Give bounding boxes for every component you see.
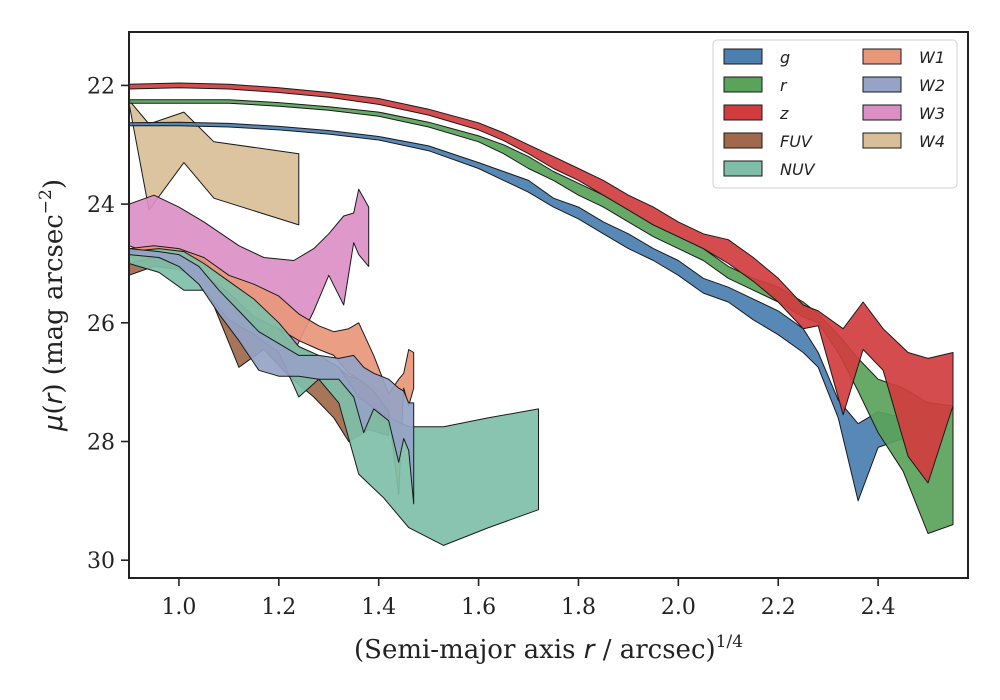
x-tick-label: 1.4 (361, 595, 396, 620)
x-axis-label: (Semi-major axis r / arcsec)1/4 (354, 632, 743, 665)
legend-swatch-W3 (862, 104, 902, 121)
series-bands (129, 82, 954, 546)
legend-swatch-W2 (862, 76, 902, 93)
legend-label-W3: W3 (919, 104, 945, 123)
x-tick-label: 1.8 (561, 595, 596, 620)
x-tick-label: 1.0 (161, 595, 196, 620)
plot-frame (128, 31, 969, 579)
legend: grz FUV NUV W1 W2 W3 W4 (712, 39, 958, 189)
band-W4 (129, 99, 300, 226)
x-tick-label: 2.2 (761, 595, 796, 620)
legend-swatch-r (723, 76, 763, 93)
legend-label-W2: W2 (919, 76, 945, 95)
legend-label-g: g (780, 48, 790, 67)
band-NUV (129, 248, 539, 546)
y-axis-label: μ(r) (mag arcsec−2) (36, 179, 69, 432)
legend-swatch-FUV (723, 132, 763, 149)
band-r (129, 99, 954, 534)
x-tick-label: 2.4 (861, 595, 896, 620)
x-tick-label: 1.6 (461, 595, 496, 620)
y-tick-label: 28 (87, 431, 115, 456)
legend-label-NUV: NUV (780, 160, 816, 179)
axes: 1.0 1.2 1.4 1.6 1.8 2.0 2.2 2.4 22 24 26 28 30 (87, 31, 969, 620)
x-tick-label: 1.2 (261, 595, 296, 620)
legend-swatch-z (723, 104, 763, 121)
band-z (129, 82, 954, 484)
legend-swatch-g (723, 48, 763, 65)
band-W2 (129, 248, 415, 505)
legend-label-FUV: FUV (780, 132, 813, 151)
legend-label-W4: W4 (919, 132, 945, 151)
legend-swatch-W1 (862, 48, 902, 65)
legend-label-r: r (780, 76, 788, 95)
legend-swatch-NUV (723, 160, 763, 177)
legend-swatch-W4 (862, 132, 902, 149)
y-tick-label: 30 (87, 549, 115, 574)
y-tick-label: 22 (87, 74, 115, 99)
y-tick-label: 26 (87, 312, 115, 337)
y-tick-label: 24 (87, 193, 115, 218)
x-tick-label: 2.0 (661, 595, 696, 620)
legend-label-z: z (779, 104, 789, 123)
legend-label-W1: W1 (919, 48, 945, 67)
